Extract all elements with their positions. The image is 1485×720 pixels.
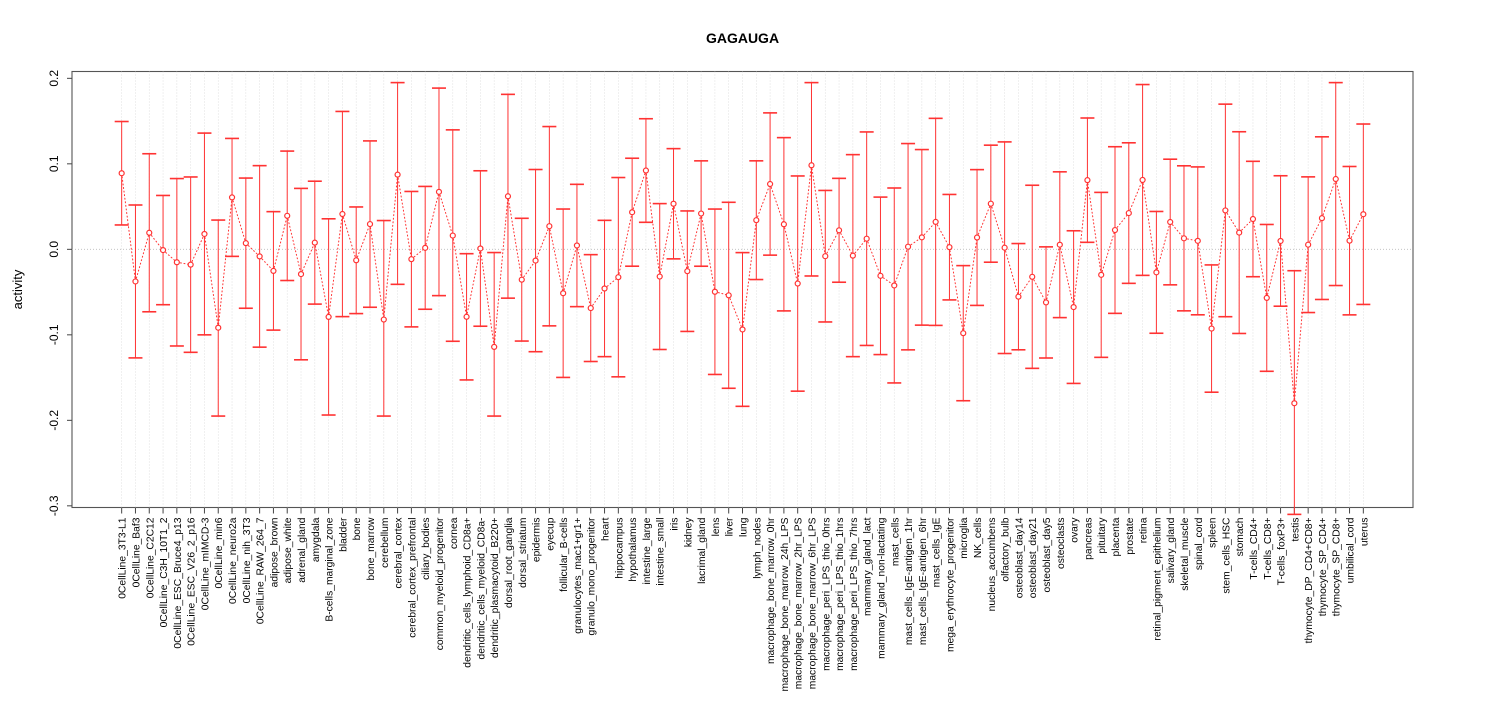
svg-text:dendritic_cells_myeloid_CD8a-: dendritic_cells_myeloid_CD8a-: [476, 518, 487, 660]
svg-text:intestine_large: intestine_large: [642, 517, 653, 584]
svg-text:0CellLine_C3H_10T1_2: 0CellLine_C3H_10T1_2: [159, 517, 170, 627]
svg-text:T-cells_CD8+: T-cells_CD8+: [1263, 518, 1274, 580]
svg-text:0CellLine_min6: 0CellLine_min6: [214, 517, 225, 588]
svg-text:spinal_cord: spinal_cord: [1194, 517, 1205, 570]
svg-text:0CellLine_RAW_264_7: 0CellLine_RAW_264_7: [256, 517, 267, 624]
svg-text:B-cells_marginal_zone: B-cells_marginal_zone: [325, 517, 336, 621]
svg-text:0CellLine_C2C12: 0CellLine_C2C12: [145, 517, 156, 598]
svg-text:common_myeloid_progenitor: common_myeloid_progenitor: [435, 517, 446, 650]
svg-text:nucleus_accumbens: nucleus_accumbens: [987, 518, 998, 612]
svg-text:intestine_small: intestine_small: [656, 518, 667, 586]
svg-text:dendritic_plasmacytoid_B220+: dendritic_plasmacytoid_B220+: [490, 518, 501, 659]
svg-text:retinal_pigment_epithelium: retinal_pigment_epithelium: [1152, 518, 1163, 641]
svg-text:retina: retina: [1139, 517, 1150, 543]
svg-text:umbilical_cord: umbilical_cord: [1346, 517, 1357, 583]
svg-text:macrophage_peri_LPS_thio_0hrs: macrophage_peri_LPS_thio_0hrs: [821, 518, 832, 671]
svg-text:mammary_gland_lact: mammary_gland_lact: [863, 517, 874, 616]
svg-text:ciliary_bodies: ciliary_bodies: [421, 518, 432, 580]
svg-text:activity: activity: [10, 269, 25, 309]
svg-text:0.0: 0.0: [47, 241, 61, 258]
svg-text:-0.3: -0.3: [47, 495, 61, 516]
svg-text:hippocampus: hippocampus: [614, 518, 625, 579]
svg-text:microglia: microglia: [959, 517, 970, 558]
svg-text:osteoblast_day5: osteoblast_day5: [1042, 517, 1053, 592]
svg-text:mast_cells_IgE-antigen_1hr: mast_cells_IgE-antigen_1hr: [904, 517, 915, 645]
svg-text:cerebral_cortex: cerebral_cortex: [394, 517, 405, 589]
svg-text:NK_cells: NK_cells: [973, 518, 984, 559]
svg-text:adipose_white: adipose_white: [283, 517, 294, 583]
svg-text:macrophage_bone_marrow_2hr_LPS: macrophage_bone_marrow_2hr_LPS: [794, 517, 805, 689]
svg-text:macrophage_bone_marrow_24h_LPS: macrophage_bone_marrow_24h_LPS: [780, 517, 791, 691]
svg-text:uterus: uterus: [1359, 518, 1370, 547]
svg-text:amygdala: amygdala: [311, 517, 322, 562]
svg-text:osteoblast_day14: osteoblast_day14: [1014, 517, 1025, 598]
svg-text:follicular_B-cells: follicular_B-cells: [559, 518, 570, 592]
svg-text:bone: bone: [352, 517, 363, 540]
svg-text:iris: iris: [670, 518, 681, 531]
svg-text:0CellLine_ESC_Bruce4_p13: 0CellLine_ESC_Bruce4_p13: [173, 517, 184, 648]
svg-text:cerebral_cortex_prefrontal: cerebral_cortex_prefrontal: [407, 518, 418, 638]
svg-text:epidermis: epidermis: [532, 518, 543, 563]
svg-text:adrenal_gland: adrenal_gland: [297, 517, 308, 583]
svg-text:-0.2: -0.2: [47, 410, 61, 431]
svg-text:pituitary: pituitary: [1097, 517, 1108, 554]
svg-text:ovary: ovary: [1070, 517, 1081, 543]
svg-text:hypothalamus: hypothalamus: [628, 518, 639, 582]
svg-text:skeletal_muscle: skeletal_muscle: [1180, 517, 1191, 591]
svg-text:lung: lung: [739, 517, 750, 537]
svg-text:T-cells_foxP3+: T-cells_foxP3+: [1277, 518, 1288, 586]
svg-text:stomach: stomach: [1235, 517, 1246, 556]
svg-text:0CellLine_nih_3T3: 0CellLine_nih_3T3: [242, 517, 253, 603]
svg-text:dorsal_striatum: dorsal_striatum: [518, 518, 529, 588]
svg-text:0.1: 0.1: [47, 155, 61, 172]
svg-text:0CellLine_3T3-L1: 0CellLine_3T3-L1: [118, 517, 129, 599]
svg-text:bone_marrow: bone_marrow: [366, 517, 377, 581]
svg-text:lacrimal_gland: lacrimal_gland: [697, 517, 708, 584]
svg-text:granulo_mono_progenitor: granulo_mono_progenitor: [587, 517, 598, 635]
svg-text:macrophage_bone_marrow_6hr_LPS: macrophage_bone_marrow_6hr_LPS: [807, 517, 818, 689]
svg-text:-0.1: -0.1: [47, 324, 61, 345]
svg-text:granulocytes_mac1+gr1+: granulocytes_mac1+gr1+: [573, 518, 584, 634]
svg-text:dendritic_cells_lymphoid_CD8a+: dendritic_cells_lymphoid_CD8a+: [463, 518, 474, 668]
svg-text:macrophage_peri_LPS_thio_7hrs: macrophage_peri_LPS_thio_7hrs: [849, 518, 860, 671]
svg-text:eyecup: eyecup: [545, 517, 556, 550]
svg-text:mast_cells: mast_cells: [890, 518, 901, 567]
svg-text:liver: liver: [725, 517, 736, 536]
svg-text:kidney: kidney: [683, 517, 694, 548]
svg-text:testis: testis: [1290, 518, 1301, 542]
svg-text:thymocyte_SP_CD8+: thymocyte_SP_CD8+: [1332, 518, 1343, 617]
svg-text:salivary_gland: salivary_gland: [1166, 517, 1177, 583]
svg-text:pancreas: pancreas: [1083, 518, 1094, 560]
svg-text:stem_cells_HSC: stem_cells_HSC: [1221, 517, 1232, 594]
svg-text:olfactory_bulb: olfactory_bulb: [1001, 517, 1012, 581]
svg-text:T-cells_CD4+: T-cells_CD4+: [1249, 518, 1260, 580]
svg-text:0CellLine_Baf3: 0CellLine_Baf3: [131, 517, 142, 587]
svg-text:macrophage_peri_LPS_thio_1hrs: macrophage_peri_LPS_thio_1hrs: [835, 518, 846, 671]
svg-text:lymph_nodes: lymph_nodes: [752, 518, 763, 579]
svg-text:mammary_gland_non-lactating: mammary_gland_non-lactating: [876, 517, 887, 659]
svg-text:macrophage_bone_marrow_0hr: macrophage_bone_marrow_0hr: [766, 517, 777, 664]
svg-text:0CellLine_neuro2a: 0CellLine_neuro2a: [228, 517, 239, 604]
svg-text:GAGAUGA: GAGAUGA: [706, 30, 779, 46]
svg-text:cerebellum: cerebellum: [380, 518, 391, 568]
svg-text:osteoclasts: osteoclasts: [1056, 518, 1067, 570]
svg-text:thymocyte_SP_CD4+: thymocyte_SP_CD4+: [1318, 518, 1329, 617]
svg-text:0.2: 0.2: [47, 70, 61, 87]
svg-text:mast_cells_IgE-antigen_6hr: mast_cells_IgE-antigen_6hr: [918, 517, 929, 645]
svg-text:dorsal_root_ganglia: dorsal_root_ganglia: [504, 517, 515, 608]
svg-text:bladder: bladder: [338, 517, 349, 552]
svg-text:0CellLine_mIMCD-3: 0CellLine_mIMCD-3: [200, 517, 211, 610]
svg-text:osteoblast_day21: osteoblast_day21: [1028, 517, 1039, 598]
svg-text:mast_cells_IgE: mast_cells_IgE: [932, 517, 943, 587]
svg-text:heart: heart: [601, 517, 612, 541]
svg-text:thymocyte_DP_CD4+CD8+: thymocyte_DP_CD4+CD8+: [1304, 518, 1315, 644]
svg-text:placenta: placenta: [1111, 517, 1122, 556]
svg-text:mega_erythrocyte_progenitor: mega_erythrocyte_progenitor: [945, 517, 956, 652]
svg-text:cornea: cornea: [449, 517, 460, 549]
svg-text:prostate: prostate: [1125, 517, 1136, 554]
svg-text:spleen: spleen: [1208, 517, 1219, 548]
svg-text:0CellLine_ESC_V26_2_p16: 0CellLine_ESC_V26_2_p16: [187, 517, 198, 646]
svg-text:lens: lens: [711, 518, 722, 537]
svg-text:adipose_brown: adipose_brown: [269, 517, 280, 587]
